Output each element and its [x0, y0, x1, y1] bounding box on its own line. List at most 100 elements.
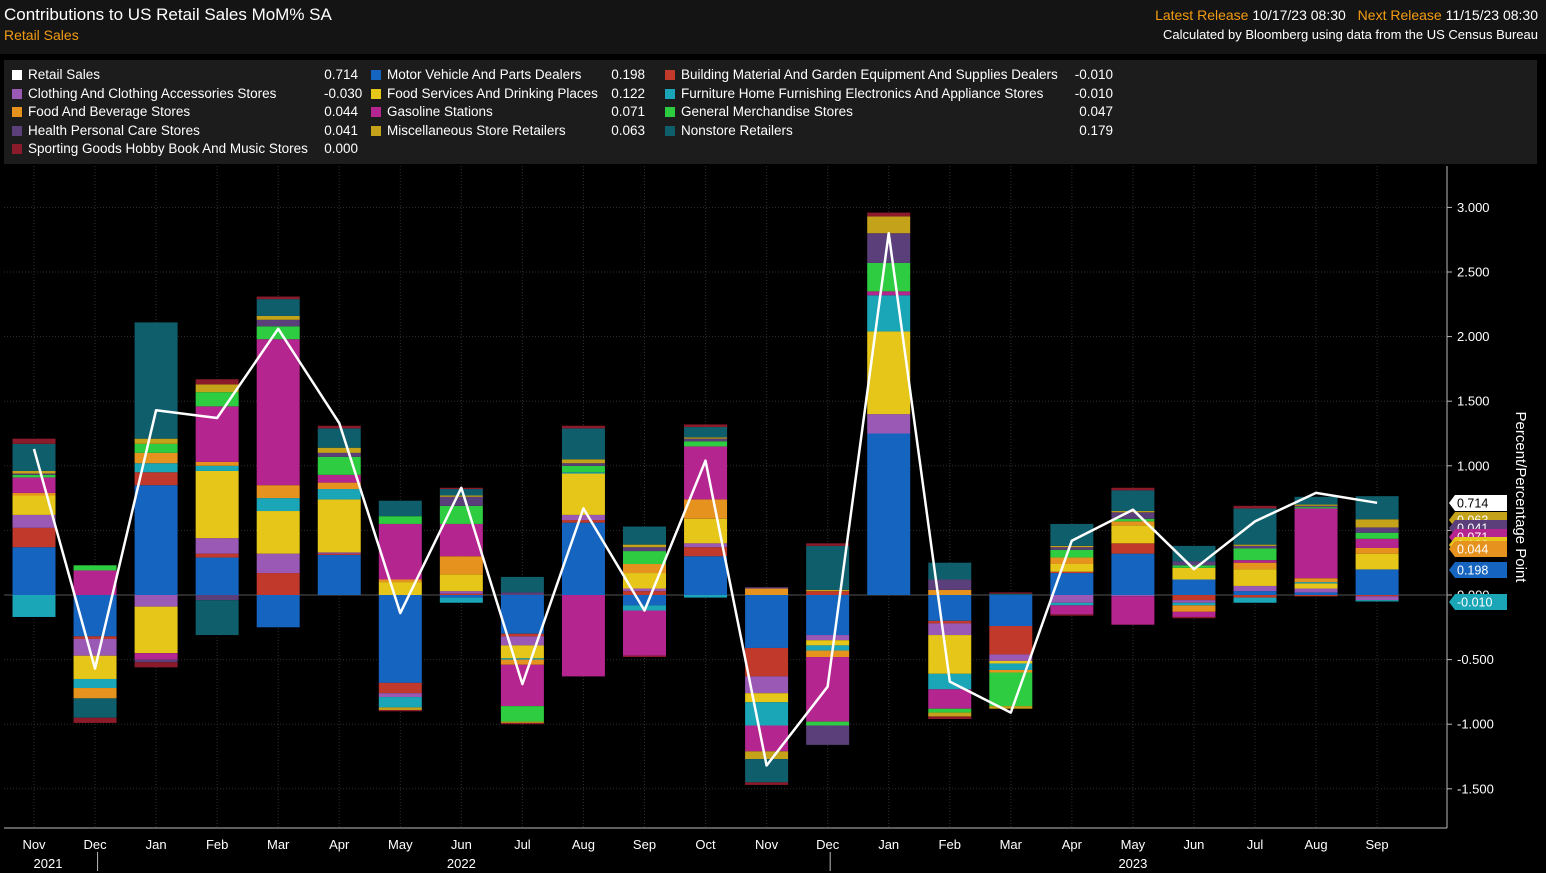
chart-title: Contributions to US Retail Sales MoM% SA	[4, 5, 332, 24]
bar-segment-furniture	[745, 702, 789, 726]
bar-segment-clothing	[439, 591, 483, 594]
bar-segment-food_services	[989, 660, 1033, 664]
legend-value: 0.044	[324, 104, 358, 119]
bar-segment-health	[745, 587, 789, 589]
bar-segment-health	[12, 473, 56, 475]
value-tag-label: -0.010	[1457, 596, 1492, 610]
bar-segment-food_services	[378, 582, 422, 595]
bar-segment-motor	[195, 557, 239, 595]
bar-segment-clothing	[684, 543, 728, 548]
bar-segment-misc	[928, 712, 972, 717]
bar-segment-clothing	[989, 654, 1033, 661]
bar-segment-gasoline	[195, 406, 239, 462]
legend-label: Furniture Home Furnishing Electronics An…	[681, 85, 1044, 101]
bar-segment-building	[256, 573, 300, 595]
bar-segment-food_bev	[623, 563, 666, 574]
next-release-value: 11/15/23 08:30	[1445, 7, 1538, 23]
bar-segment-building	[1355, 595, 1399, 597]
bar-segment-building	[134, 472, 178, 486]
bar-segment-food_bev	[195, 461, 239, 466]
bar-segment-building	[73, 636, 117, 639]
bar-segment-gasoline	[684, 446, 728, 500]
bar-segment-furniture	[439, 597, 483, 603]
value-tag-label: 0.198	[1457, 564, 1488, 578]
bar-segment-misc	[195, 384, 239, 393]
bar-segment-sporting	[1050, 614, 1094, 616]
bar-segment-misc	[684, 437, 728, 439]
chart-subtitle: Retail Sales	[4, 27, 79, 43]
y-tick-label: 2.500	[1457, 265, 1490, 280]
bar-segment-sporting	[378, 709, 422, 712]
legend-value: 0.000	[324, 141, 358, 156]
legend-swatch	[371, 88, 381, 99]
bar-segment-food_bev	[317, 482, 361, 490]
bar-segment-misc	[12, 470, 56, 474]
bar-segment-food_services	[867, 331, 911, 415]
legend-swatch	[665, 70, 675, 80]
bar-segment-motor	[1294, 592, 1338, 595]
x-tick-label: Sep	[1366, 837, 1389, 852]
bar-segment-clothing	[378, 693, 422, 698]
bar-segment-food_services	[928, 635, 972, 674]
bar-segment-sporting	[684, 424, 728, 428]
legend-value: 0.063	[611, 122, 645, 138]
legend-label: Miscellaneous Store Retailers	[387, 122, 566, 138]
bar-segment-food_bev	[256, 485, 300, 499]
bar-segment-general	[623, 551, 666, 564]
bar-segment-nonstore	[1050, 523, 1094, 546]
bar-segment-general	[1294, 507, 1338, 509]
x-tick-label: Jan	[146, 837, 167, 852]
bar-segment-furniture	[378, 697, 422, 708]
bar-segment-food_services	[684, 518, 728, 544]
bar-segment-motor	[1050, 573, 1094, 595]
x-tick-label: Dec	[83, 837, 107, 852]
x-tick-label: May	[388, 837, 413, 852]
x-tick-label: Apr	[329, 837, 350, 852]
bar-segment-misc	[745, 751, 789, 760]
bar-segment-building	[1233, 595, 1277, 598]
bar-segment-furniture	[317, 489, 361, 500]
bar-segment-furniture	[134, 463, 178, 473]
bar-segment-gasoline	[1355, 538, 1399, 548]
bar-segment-general	[256, 326, 300, 340]
legend-label: Clothing And Clothing Accessories Stores	[28, 85, 277, 101]
bar-segment-gasoline	[623, 610, 666, 656]
bar-segment-general	[439, 505, 483, 524]
bar-segment-food_services	[195, 470, 239, 539]
bar-segment-sporting	[867, 212, 911, 217]
bar-segment-misc	[806, 589, 850, 592]
legend-item-misc: Miscellaneous Store Retailers 0.063	[371, 122, 645, 140]
bar-segment-clothing	[1294, 588, 1338, 593]
bar-segment-health	[928, 579, 972, 590]
bar-segment-misc	[867, 216, 911, 234]
bar-segment-food_services	[623, 573, 666, 589]
bar-segment-clothing	[1355, 596, 1399, 601]
bar-segment-nonstore	[684, 427, 728, 438]
x-tick-label: Dec	[816, 837, 840, 852]
bar-segment-food_services	[561, 473, 605, 515]
x-tick-label: Jul	[1247, 837, 1264, 852]
bar-segment-furniture	[195, 465, 239, 471]
bar-segment-food_services	[134, 606, 178, 654]
x-tick-label: Oct	[695, 837, 716, 852]
bar-segment-motor	[684, 556, 728, 595]
y-tick-label: -1.000	[1457, 717, 1494, 732]
bar-segment-sporting	[561, 425, 605, 429]
bar-segment-nonstore	[256, 299, 300, 316]
bar-segment-health	[500, 592, 544, 595]
bar-segment-clothing	[867, 414, 911, 434]
legend-item-sporting: Sporting Goods Hobby Book And Music Stor…	[12, 140, 358, 158]
legend-swatch	[371, 70, 381, 80]
bar-segment-furniture	[1233, 597, 1277, 603]
x-tick-label: Nov	[22, 837, 46, 852]
chart-header: Contributions to US Retail Sales MoM% SA…	[0, 0, 1546, 54]
retail-sales-line	[32, 231, 1378, 767]
bar-segment-furniture	[500, 658, 544, 660]
legend-label: Health Personal Care Stores	[28, 122, 200, 138]
bar-segment-food_bev	[989, 669, 1033, 673]
value-tag-label: 0.044	[1457, 543, 1488, 557]
bar-segment-furniture	[1355, 600, 1399, 602]
x-tick-label: Jul	[514, 837, 531, 852]
legend-value: -0.030	[324, 85, 363, 101]
bar-segment-general	[684, 441, 728, 447]
